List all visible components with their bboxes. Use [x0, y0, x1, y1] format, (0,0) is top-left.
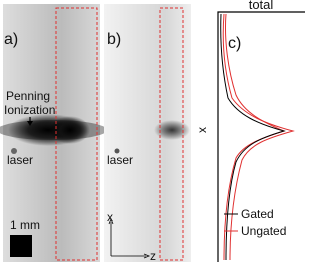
ionization-blob — [154, 120, 190, 140]
region-box — [55, 7, 98, 261]
axes — [217, 11, 305, 262]
gated-profile — [220, 13, 286, 261]
panel-label: b) — [107, 31, 121, 48]
axis-label: x — [107, 210, 113, 224]
axis-label: x — [195, 127, 209, 133]
panel-label: a) — [4, 31, 18, 48]
panel-label: c) — [228, 35, 241, 52]
arrow-head — [27, 121, 33, 126]
laser-label: laser — [107, 153, 133, 167]
scale-bar — [10, 235, 32, 257]
arrow-heads — [108, 217, 151, 259]
scale-label: 1 mm — [10, 218, 40, 232]
panel-b: b) laser x z — [104, 4, 191, 263]
axis-label: z — [150, 249, 156, 263]
laser-spot — [114, 148, 120, 154]
ionization-blob — [50, 116, 90, 144]
axes-arrows — [110, 222, 146, 257]
legend-label: Ungated — [241, 224, 286, 238]
laser-label: laser — [7, 153, 33, 167]
plot-title: total — [249, 0, 274, 12]
laser-spot — [11, 148, 17, 154]
panel-a: a) Penning Ionization laser 1 mm — [0, 4, 107, 262]
legend-label: Gated — [241, 207, 274, 221]
ungated-profile — [222, 13, 295, 261]
panel-c: total x c) Gated Ungated — [195, 0, 305, 262]
region-box — [159, 7, 184, 261]
annotation: Ionization — [4, 103, 55, 117]
annotation: Penning — [6, 89, 50, 103]
